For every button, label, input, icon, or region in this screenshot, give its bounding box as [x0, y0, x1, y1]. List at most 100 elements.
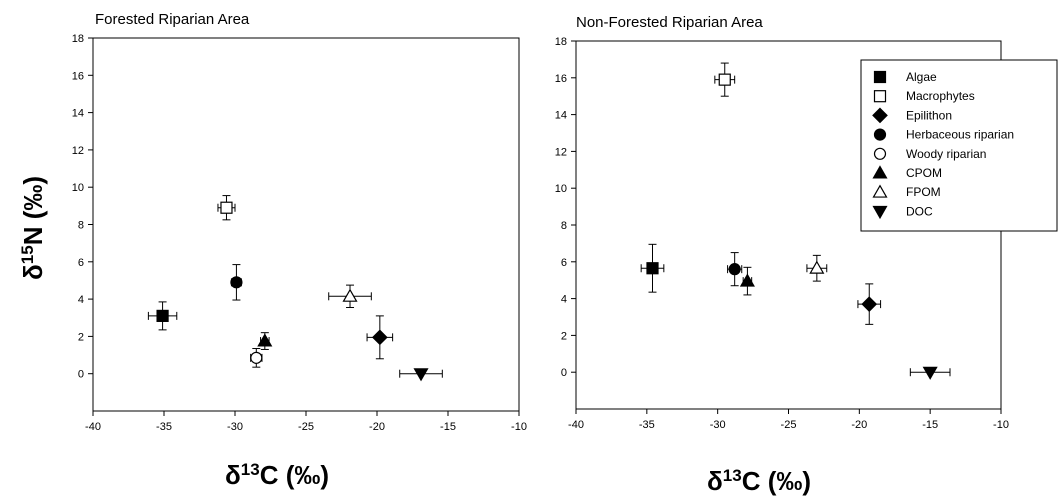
y-tick-label: 18 — [72, 33, 84, 45]
y-tick-label: 12 — [72, 145, 84, 157]
y-tick-label: 14 — [555, 110, 567, 122]
marker-epilithon — [371, 329, 388, 346]
point-fpom — [806, 254, 828, 282]
point-macrophytes — [217, 195, 236, 221]
legend-item-doc: DOC — [872, 204, 933, 220]
panel-title: Forested Riparian Area — [95, 11, 250, 28]
legend-item-herbaceous-riparian: Herbaceous riparian — [873, 128, 1014, 142]
legend-marker-herbaceous-riparian — [873, 128, 887, 141]
legend-item-macrophytes: Macrophytes — [873, 89, 975, 103]
y-tick-label: 12 — [555, 146, 567, 158]
x-tick-label: -35 — [639, 419, 655, 431]
legend-marker-fpom — [872, 184, 888, 198]
marker-fpom — [809, 260, 825, 274]
data-marks — [640, 62, 951, 380]
legend-marker-cpom — [872, 165, 888, 179]
x-tick-label: -20 — [851, 419, 867, 431]
marker-epilithon — [861, 296, 878, 312]
point-herbaceous-riparian — [230, 264, 243, 301]
legend-label: CPOM — [906, 166, 942, 180]
panel-title: Non-Forested Riparian Area — [576, 14, 763, 31]
legend-label: Macrophytes — [906, 89, 975, 103]
forested-panel: Forested Riparian Area -40 -35 -30 -25 -20 -1… — [72, 11, 527, 433]
legend-label: FPOM — [906, 185, 941, 199]
point-doc — [909, 366, 951, 380]
legend-item-epilithon: Epilithon — [872, 107, 952, 124]
point-cpom — [739, 266, 755, 296]
marker-doc — [413, 368, 429, 382]
marker-algae — [646, 262, 659, 275]
point-herbaceous-riparian — [727, 252, 743, 287]
legend-label: Algae — [906, 70, 937, 84]
marker-herbaceous-riparian — [230, 276, 243, 289]
y-tick-label: 6 — [78, 257, 84, 269]
x-tick-label: -40 — [568, 419, 584, 431]
x-axis-label-left: δ13C (‰) — [225, 460, 329, 490]
y-tick-label: 10 — [555, 183, 567, 195]
y-axis-label: δ15N (‰) — [18, 176, 48, 280]
x-tick-label: -25 — [298, 421, 314, 433]
point-macrophytes — [714, 62, 736, 97]
y-tick-label: 8 — [561, 220, 567, 232]
y-tick-label: 6 — [561, 257, 567, 269]
marker-herbaceous-riparian — [728, 263, 741, 276]
marker-cpom — [257, 333, 273, 347]
x-tick-label: -10 — [993, 419, 1009, 431]
legend-item-cpom: CPOM — [872, 165, 942, 180]
x-tick-label: -15 — [440, 421, 456, 433]
legend-label: Woody riparian — [906, 147, 986, 161]
point-fpom — [328, 284, 372, 308]
legend-label: DOC — [906, 204, 933, 218]
legend-marker-epilithon — [872, 107, 888, 124]
y-tick-label: 0 — [561, 367, 567, 379]
non-forested-panel: Non-Forested Riparian Area -40 -35 -30 -25-… — [555, 14, 1009, 431]
x-tick-label: -30 — [227, 421, 243, 433]
legend-marker-macrophytes — [873, 90, 887, 103]
legend-item-fpom: FPOM — [872, 184, 941, 199]
data-marks — [147, 195, 443, 382]
x-tick-label: -15 — [922, 419, 938, 431]
marker-woody-riparian — [250, 351, 263, 364]
axis-ticks: -40 -35 -30 -25 -20 -15 -10 0 2 4 6 8 10 12 14 16 18 — [72, 33, 527, 433]
y-tick-label: 14 — [72, 108, 84, 120]
marker-doc — [922, 366, 938, 380]
point-doc — [399, 368, 443, 382]
legend-label: Epilithon — [906, 108, 952, 122]
y-tick-label: 18 — [555, 36, 567, 48]
point-algae — [640, 243, 665, 293]
y-tick-label: 10 — [72, 182, 84, 194]
x-tick-label: -40 — [85, 421, 101, 433]
axis-ticks: -40 -35 -30 -25 -20 -15 -10 0 2 4 6 8 10 12 14 16 18 — [555, 36, 1009, 431]
legend-item-woody-riparian: Woody riparian — [873, 147, 986, 161]
legend-box — [860, 59, 1058, 232]
legend-item-algae: Algae — [873, 70, 937, 84]
x-tick-label: -35 — [156, 421, 172, 433]
point-woody-riparian — [250, 348, 263, 368]
marker-algae — [156, 309, 169, 322]
x-axis-label-right: δ13C (‰) — [707, 466, 811, 496]
x-tick-label: -10 — [511, 421, 527, 433]
legend-marker-woody-riparian — [873, 147, 887, 160]
x-tick-label: -25 — [781, 419, 797, 431]
point-algae — [147, 301, 178, 331]
y-tick-label: 16 — [72, 70, 84, 82]
point-epilithon — [366, 315, 394, 360]
marker-macrophytes — [220, 201, 233, 214]
point-epilithon — [857, 283, 882, 325]
legend: Algae Macrophytes Epilithon Herbaceous ripa… — [860, 59, 1058, 232]
y-tick-label: 16 — [555, 73, 567, 85]
y-tick-label: 4 — [78, 294, 84, 306]
marker-cpom — [739, 273, 755, 287]
point-cpom — [257, 332, 273, 350]
legend-marker-algae — [873, 70, 887, 84]
y-tick-label: 2 — [78, 331, 84, 343]
x-tick-label: -30 — [710, 419, 726, 431]
legend-marker-doc — [872, 205, 888, 220]
plot-frame — [92, 37, 520, 412]
y-tick-label: 8 — [78, 220, 84, 232]
y-tick-label: 4 — [561, 294, 567, 306]
y-tick-label: 2 — [561, 330, 567, 342]
legend-label: Herbaceous riparian — [906, 128, 1014, 142]
marker-fpom — [342, 288, 358, 302]
